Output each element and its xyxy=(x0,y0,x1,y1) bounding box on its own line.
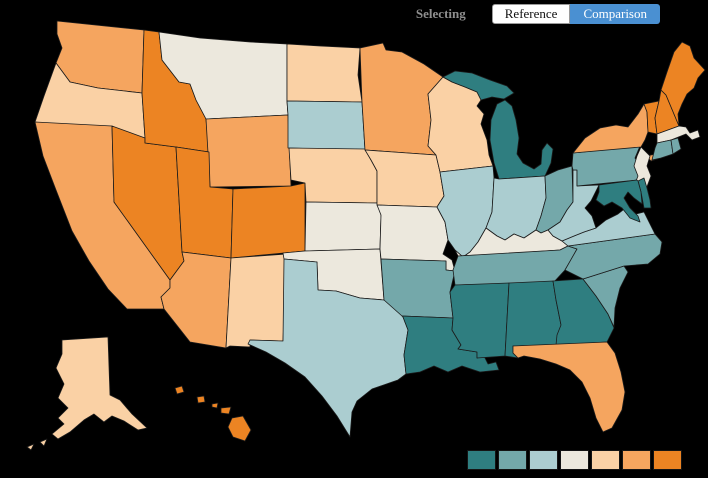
state-SD[interactable]: South Dakota xyxy=(286,100,366,151)
state-CO[interactable]: Colorado xyxy=(230,182,306,259)
state-ME[interactable]: Maine xyxy=(660,41,706,127)
state-NM[interactable]: New Mexico xyxy=(225,253,288,349)
state-SC[interactable]: South Carolina xyxy=(582,265,629,328)
comparison-button[interactable]: Comparison xyxy=(570,4,660,24)
state-KS[interactable]: Kansas xyxy=(304,201,382,252)
state-AK[interactable]: Alaska xyxy=(26,336,148,451)
legend-swatch-7 xyxy=(653,450,682,470)
legend-swatch-1 xyxy=(467,450,496,470)
legend-swatch-3 xyxy=(529,450,558,470)
state-CT[interactable]: Connecticut xyxy=(651,139,674,161)
state-ND[interactable]: North Dakota xyxy=(286,43,363,103)
selecting-label: Selecting xyxy=(415,6,466,21)
state-HI[interactable]: Hawaii xyxy=(174,385,252,442)
legend-swatch-6 xyxy=(622,450,651,470)
reference-button[interactable]: Reference xyxy=(491,4,571,24)
state-TX[interactable]: Texas xyxy=(247,258,409,438)
state-NC[interactable]: North Carolina xyxy=(564,233,663,280)
state-IA[interactable]: Iowa xyxy=(364,149,445,208)
state-RI[interactable]: Rhode Island xyxy=(670,137,682,155)
state-WY[interactable]: Wyoming xyxy=(205,114,292,188)
legend-swatch-5 xyxy=(591,450,620,470)
selection-toolbar: Selecting Reference Comparison xyxy=(416,4,660,24)
state-MD[interactable]: Maryland xyxy=(595,179,643,223)
color-scale-legend xyxy=(467,450,682,470)
state-PA[interactable]: Pennsylvania xyxy=(571,145,644,187)
legend-swatch-2 xyxy=(498,450,527,470)
legend-swatch-4 xyxy=(560,450,589,470)
states-layer: Washington Oregon California Nevada Idah… xyxy=(26,20,706,451)
state-FL[interactable]: Florida xyxy=(512,341,626,433)
state-MI[interactable]: Michigan xyxy=(442,70,554,180)
